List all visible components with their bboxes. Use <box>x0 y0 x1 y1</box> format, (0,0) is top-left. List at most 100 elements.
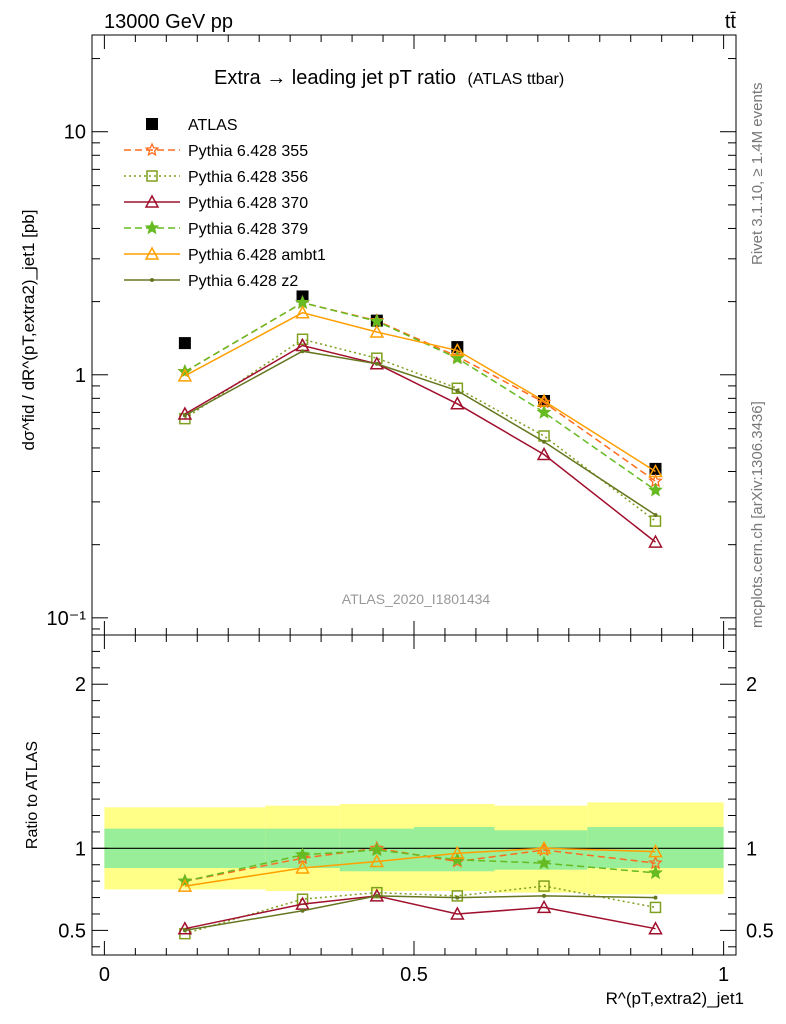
ratio-data-point <box>369 853 385 868</box>
legend-label: Pythia 6.428 ambt1 <box>188 247 326 264</box>
data-point <box>653 512 658 517</box>
ratio-frame <box>91 634 737 956</box>
ratio-axes: 0.5 0.5 1 1 2 2 0 0.5 1 <box>58 635 774 986</box>
ratio-y-tick-label-right: 1 <box>746 838 757 860</box>
x-tick-label: 0.5 <box>400 964 428 986</box>
series-pythia-6-428-ambt1 <box>177 305 663 478</box>
data-point <box>450 342 465 357</box>
ratio-y-axis-label: Ratio to ATLAS <box>24 741 41 849</box>
legend-marker <box>144 142 160 157</box>
data-point <box>449 350 465 365</box>
mcplots-label: mcplots.cern.ch [arXiv:1306.3436] <box>749 401 766 628</box>
series-pythia-6-428-370 <box>177 337 663 548</box>
ratio-series-line <box>184 885 656 935</box>
data-point <box>648 463 663 478</box>
main-panel: 10⁻¹ 1 10 <box>47 34 737 636</box>
legend-item: Pythia 6.428 355 <box>124 142 308 160</box>
data-point <box>369 324 385 338</box>
data-point <box>536 393 552 407</box>
data-point <box>296 333 309 346</box>
ratio-data-point <box>648 865 663 880</box>
ratio-data-point <box>455 895 460 900</box>
ratio-data-point <box>648 844 663 858</box>
x-axis-label: R^(pT,extra2)_jet1 <box>606 989 744 1008</box>
ratio-y-tick-label: 2 <box>75 674 86 696</box>
ratio-data-point <box>536 840 552 855</box>
ratio-y-tick-label-right: 2 <box>746 674 757 696</box>
series-pythia-6-428-355 <box>177 294 663 488</box>
ratio-data-point <box>295 860 310 874</box>
series-pythia-6-428-379 <box>177 294 663 497</box>
ratio-data-point <box>450 845 465 860</box>
data-point <box>455 388 460 393</box>
legend-item: ATLAS <box>146 117 238 134</box>
ratio-data-point <box>536 899 552 914</box>
rivet-version-label: Rivet 3.1.10, ≥ 1.4M events <box>749 83 766 266</box>
main-y-axis-label: dσ^fid / dR^(pT,extra2)_jet1 [pb] <box>19 210 38 451</box>
main-series <box>177 290 663 548</box>
legend-marker <box>144 246 160 260</box>
data-point <box>649 515 662 527</box>
main-y-tick-label: 1 <box>75 365 86 387</box>
series-line <box>184 301 656 491</box>
svg-text:Extra → leading jet pT ratio: Extra → leading jet pT ratio (ATLAS ttba… <box>214 67 564 89</box>
ratio-data-point <box>177 878 193 892</box>
ratio-data-point <box>648 921 663 935</box>
main-y-tick-label: 10⁻¹ <box>47 608 87 630</box>
ratio-series <box>177 840 663 940</box>
inner-uncertainty-band <box>587 827 724 869</box>
data-point <box>536 446 552 461</box>
legend-marker <box>144 194 160 208</box>
data-point <box>182 413 187 418</box>
series-atlas <box>178 290 662 475</box>
series-line <box>184 344 656 543</box>
ratio-y-tick-label-right: 0.5 <box>746 920 774 942</box>
data-point <box>536 404 552 419</box>
legend-label: Pythia 6.428 379 <box>188 221 308 238</box>
chart-title-note: (ATLAS ttbar) <box>468 71 565 88</box>
ratio-data-point <box>649 901 662 914</box>
legend-label: Pythia 6.428 355 <box>188 143 308 160</box>
data-point <box>374 361 379 366</box>
process-label: tt̄ <box>725 11 737 33</box>
series-line <box>184 350 656 516</box>
legend-item: Pythia 6.428 ambt1 <box>124 246 326 264</box>
data-point <box>369 313 385 328</box>
legend-item: Pythia 6.428 379 <box>124 220 308 238</box>
legend-label: Pythia 6.428 z2 <box>188 273 298 290</box>
ratio-data-point <box>374 893 379 898</box>
main-axes: 10⁻¹ 1 10 <box>47 35 736 635</box>
legend-marker <box>146 170 158 182</box>
ratio-series-line <box>184 895 656 930</box>
legend-marker <box>144 220 160 235</box>
data-point <box>178 337 191 350</box>
legend-marker <box>146 118 158 130</box>
series-line <box>184 311 656 473</box>
ratio-panel: 0.5 0.5 1 1 2 2 0 0.5 1 <box>58 634 774 986</box>
x-tick-label: 1 <box>718 964 729 986</box>
legend-label: ATLAS <box>188 117 238 134</box>
series-pythia-6-428-356 <box>179 333 662 527</box>
data-point <box>295 305 310 319</box>
ratio-series-pythia-6-428-z2 <box>182 893 658 933</box>
ratio-data-point <box>450 906 465 920</box>
ratio-series-line <box>184 849 656 882</box>
chart-title-main: Extra → leading jet pT ratio <box>214 67 456 89</box>
legend-label: Pythia 6.428 356 <box>188 169 308 186</box>
ratio-data-point <box>369 842 385 857</box>
ratio-data-point <box>182 928 187 933</box>
ratio-data-point <box>542 893 547 898</box>
ratio-data-point <box>177 921 193 935</box>
ratio-series-pythia-6-428-ambt1 <box>177 840 663 892</box>
ratio-data-point <box>300 908 305 913</box>
collision-label: 13000 GeV pp <box>104 11 233 33</box>
series-pythia-6-428-z2 <box>182 349 658 517</box>
data-point <box>300 349 305 354</box>
ratio-data-point <box>295 847 310 862</box>
data-point <box>177 368 193 382</box>
data-point <box>648 534 663 548</box>
data-point <box>648 482 663 497</box>
x-tick-label: 0 <box>99 964 110 986</box>
ratio-y-tick-label: 1 <box>75 838 86 860</box>
